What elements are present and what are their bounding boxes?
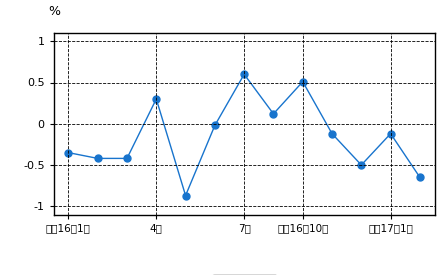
雇用指数 xyxy=(359,163,364,167)
雇用指数 xyxy=(95,157,100,160)
雇用指数 xyxy=(329,132,335,135)
雇用指数 xyxy=(154,97,159,101)
雇用指数 xyxy=(124,157,129,160)
雇用指数 xyxy=(241,73,247,76)
Text: %: % xyxy=(48,6,60,18)
雇用指数 xyxy=(212,124,218,127)
Line: 雇用指数: 雇用指数 xyxy=(65,71,423,199)
雇用指数 xyxy=(388,132,393,135)
雇用指数 xyxy=(300,80,306,83)
雇用指数 xyxy=(183,194,188,197)
雇用指数 xyxy=(417,176,422,179)
雇用指数 xyxy=(66,151,71,154)
雇用指数 xyxy=(271,112,276,115)
